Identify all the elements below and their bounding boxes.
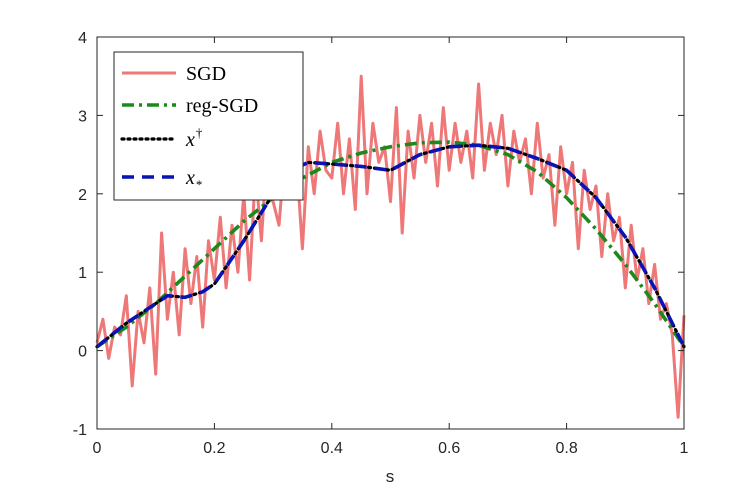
y-tick-label: 0 [78, 344, 87, 361]
series-line-2 [95, 140, 686, 349]
x-tick-label: 0.6 [438, 440, 460, 457]
plot-frame [96, 36, 685, 430]
y-tick-label: -1 [73, 422, 87, 439]
series-layer [95, 74, 686, 419]
series-line-1 [95, 74, 686, 419]
series-line-4 [95, 143, 686, 349]
legend-label-2: reg-SGD [186, 95, 258, 117]
legend-label-3: x† [185, 125, 203, 151]
legend: SGD reg-SGD x† x* [113, 51, 304, 201]
x-tick-label: 1 [680, 440, 689, 457]
y-tick-label: 3 [78, 108, 87, 125]
x-tick-label: 0.8 [555, 440, 577, 457]
legend-label-4: x* [185, 167, 202, 192]
legend-items: SGD reg-SGD x† x* [120, 63, 258, 192]
tick-layer: 0 0.2 0.4 0.6 0.8 1 -1 0 1 2 3 4 [73, 30, 689, 457]
x-tick-label: 0 [93, 440, 102, 457]
x-tick-label: 0.4 [321, 440, 343, 457]
y-tick-label: 1 [78, 265, 87, 282]
x-axis-title: s [386, 467, 395, 486]
y-tick-label: 4 [78, 30, 87, 47]
y-tick-label: 2 [78, 187, 87, 204]
legend-label-1: SGD [186, 63, 226, 85]
x-tick-label: 0.2 [203, 440, 225, 457]
